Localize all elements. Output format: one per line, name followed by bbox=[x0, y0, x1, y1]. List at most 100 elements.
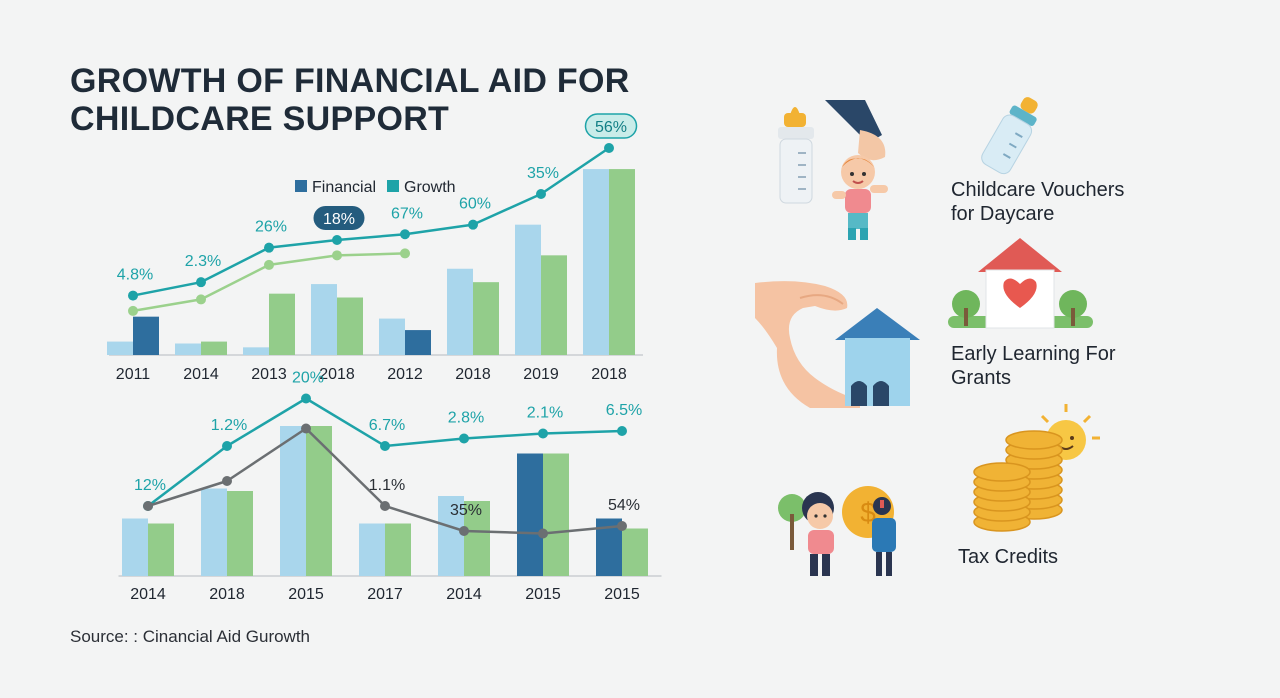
data-label: 1.1% bbox=[369, 477, 405, 494]
bar-growth bbox=[541, 255, 567, 355]
line-point bbox=[538, 528, 548, 539]
x-tick-label: 2014 bbox=[183, 366, 219, 383]
bar-financial bbox=[311, 284, 337, 355]
bar-growth bbox=[622, 528, 648, 576]
data-label: 60% bbox=[459, 196, 491, 213]
bar-financial bbox=[359, 523, 385, 576]
line-point bbox=[196, 294, 206, 305]
bar-growth bbox=[269, 293, 295, 355]
x-tick-label: 2013 bbox=[251, 366, 287, 383]
x-tick-label: 2019 bbox=[523, 366, 559, 383]
data-label: 2.3% bbox=[185, 253, 221, 270]
line-point bbox=[617, 521, 627, 531]
line-point bbox=[222, 441, 232, 451]
bar-financial bbox=[280, 426, 306, 576]
line-point bbox=[538, 428, 548, 439]
x-tick-label: 2015 bbox=[288, 586, 324, 603]
home-heart-illustration bbox=[948, 238, 1093, 329]
bar-financial bbox=[107, 341, 133, 355]
line-point bbox=[604, 143, 614, 153]
data-label: 18% bbox=[323, 211, 355, 228]
data-label: 54% bbox=[608, 497, 640, 514]
feature-label-line: Tax Credits bbox=[958, 546, 1059, 568]
bar-growth bbox=[133, 316, 159, 355]
x-tick-label: 2015 bbox=[604, 586, 640, 603]
data-label: 2.8% bbox=[448, 410, 484, 427]
bar-financial bbox=[583, 169, 609, 355]
coins-sun-illustration bbox=[973, 404, 1100, 532]
bar-growth bbox=[385, 523, 411, 576]
line-point bbox=[459, 526, 469, 536]
feature-label-early-learning: Early Learning For Grants bbox=[951, 342, 1116, 390]
bar-growth bbox=[405, 330, 431, 355]
hand-house-illustration bbox=[755, 281, 920, 408]
x-tick-label: 2012 bbox=[387, 366, 423, 383]
line-point bbox=[536, 189, 546, 199]
bar-financial bbox=[201, 488, 227, 576]
legend-label: Growth bbox=[404, 179, 456, 196]
data-label: 12% bbox=[134, 477, 166, 494]
bar-financial bbox=[515, 224, 541, 355]
line-point bbox=[128, 290, 138, 301]
x-tick-label: 2015 bbox=[525, 586, 561, 603]
legend-swatch bbox=[295, 180, 307, 192]
line-point bbox=[380, 441, 390, 451]
legend-swatch bbox=[387, 180, 399, 192]
line-point bbox=[301, 393, 311, 404]
line-point bbox=[617, 426, 627, 436]
legend-label: Financial bbox=[312, 179, 376, 196]
line-point bbox=[264, 259, 274, 270]
data-label: 35% bbox=[450, 502, 482, 519]
line-point bbox=[332, 235, 342, 245]
data-label: 1.2% bbox=[211, 417, 247, 434]
bar-financial bbox=[175, 343, 201, 355]
x-tick-label: 2018 bbox=[591, 366, 627, 383]
bar-growth bbox=[464, 501, 490, 576]
x-tick-label: 2017 bbox=[367, 586, 403, 603]
line-point bbox=[468, 219, 478, 230]
feature-label-line: Childcare Vouchers bbox=[951, 179, 1125, 201]
line-point bbox=[332, 250, 342, 261]
bar-growth bbox=[337, 297, 363, 355]
feature-label-tax-credits: Tax Credits bbox=[958, 545, 1058, 569]
data-label: 6.7% bbox=[369, 417, 405, 434]
child-coin-illustration: $ bbox=[778, 486, 896, 576]
highlight-pill bbox=[584, 113, 638, 139]
feature-label-line: for Daycare bbox=[951, 203, 1055, 225]
line-point bbox=[400, 229, 410, 240]
bar-financial bbox=[122, 518, 148, 576]
x-tick-label: 2014 bbox=[446, 586, 482, 603]
data-label: 6.5% bbox=[606, 402, 642, 419]
feature-label-line: Grants bbox=[951, 367, 1012, 389]
bottle-icon bbox=[981, 97, 1038, 175]
data-label: 4.8% bbox=[117, 267, 153, 284]
bar-financial bbox=[517, 453, 543, 576]
data-label: 2.1% bbox=[527, 405, 563, 422]
x-tick-label: 2018 bbox=[455, 366, 491, 383]
svg-text:$: $ bbox=[860, 497, 876, 528]
bar-financial bbox=[243, 347, 269, 355]
chart-bottom: 2014 2018 2015 2017 2014 2015 2015 12% 1.2% 20% 6.… bbox=[118, 370, 662, 603]
highlight-pill bbox=[313, 206, 365, 230]
x-tick-label: 2018 bbox=[209, 586, 245, 603]
line-point bbox=[196, 277, 206, 288]
feature-label-line: Early Learning For bbox=[951, 343, 1116, 365]
data-label: 35% bbox=[527, 165, 559, 182]
line-point bbox=[128, 305, 138, 316]
x-tick-label: 2014 bbox=[130, 586, 166, 603]
bar-growth bbox=[473, 282, 499, 355]
bar-financial bbox=[438, 496, 464, 576]
line-point bbox=[222, 476, 232, 486]
line-point bbox=[380, 501, 390, 511]
source-note: Source: : Cinancial Aid Gurowth bbox=[70, 627, 311, 646]
bar-growth bbox=[227, 491, 253, 576]
data-label: 56% bbox=[595, 119, 627, 136]
chart-top: 2011 2014 2013 2018 2012 2018 2019 2018 4.8% 2.3%… bbox=[107, 113, 643, 383]
line-point bbox=[264, 242, 274, 253]
data-label: 67% bbox=[391, 205, 423, 222]
bar-financial bbox=[379, 318, 405, 355]
x-tick-label: 2018 bbox=[319, 366, 355, 383]
line-point bbox=[459, 433, 469, 444]
page-title: GROWTH OF FINANCIAL AID FOR CHILDCARE SU… bbox=[70, 62, 630, 138]
line-point bbox=[143, 501, 153, 511]
